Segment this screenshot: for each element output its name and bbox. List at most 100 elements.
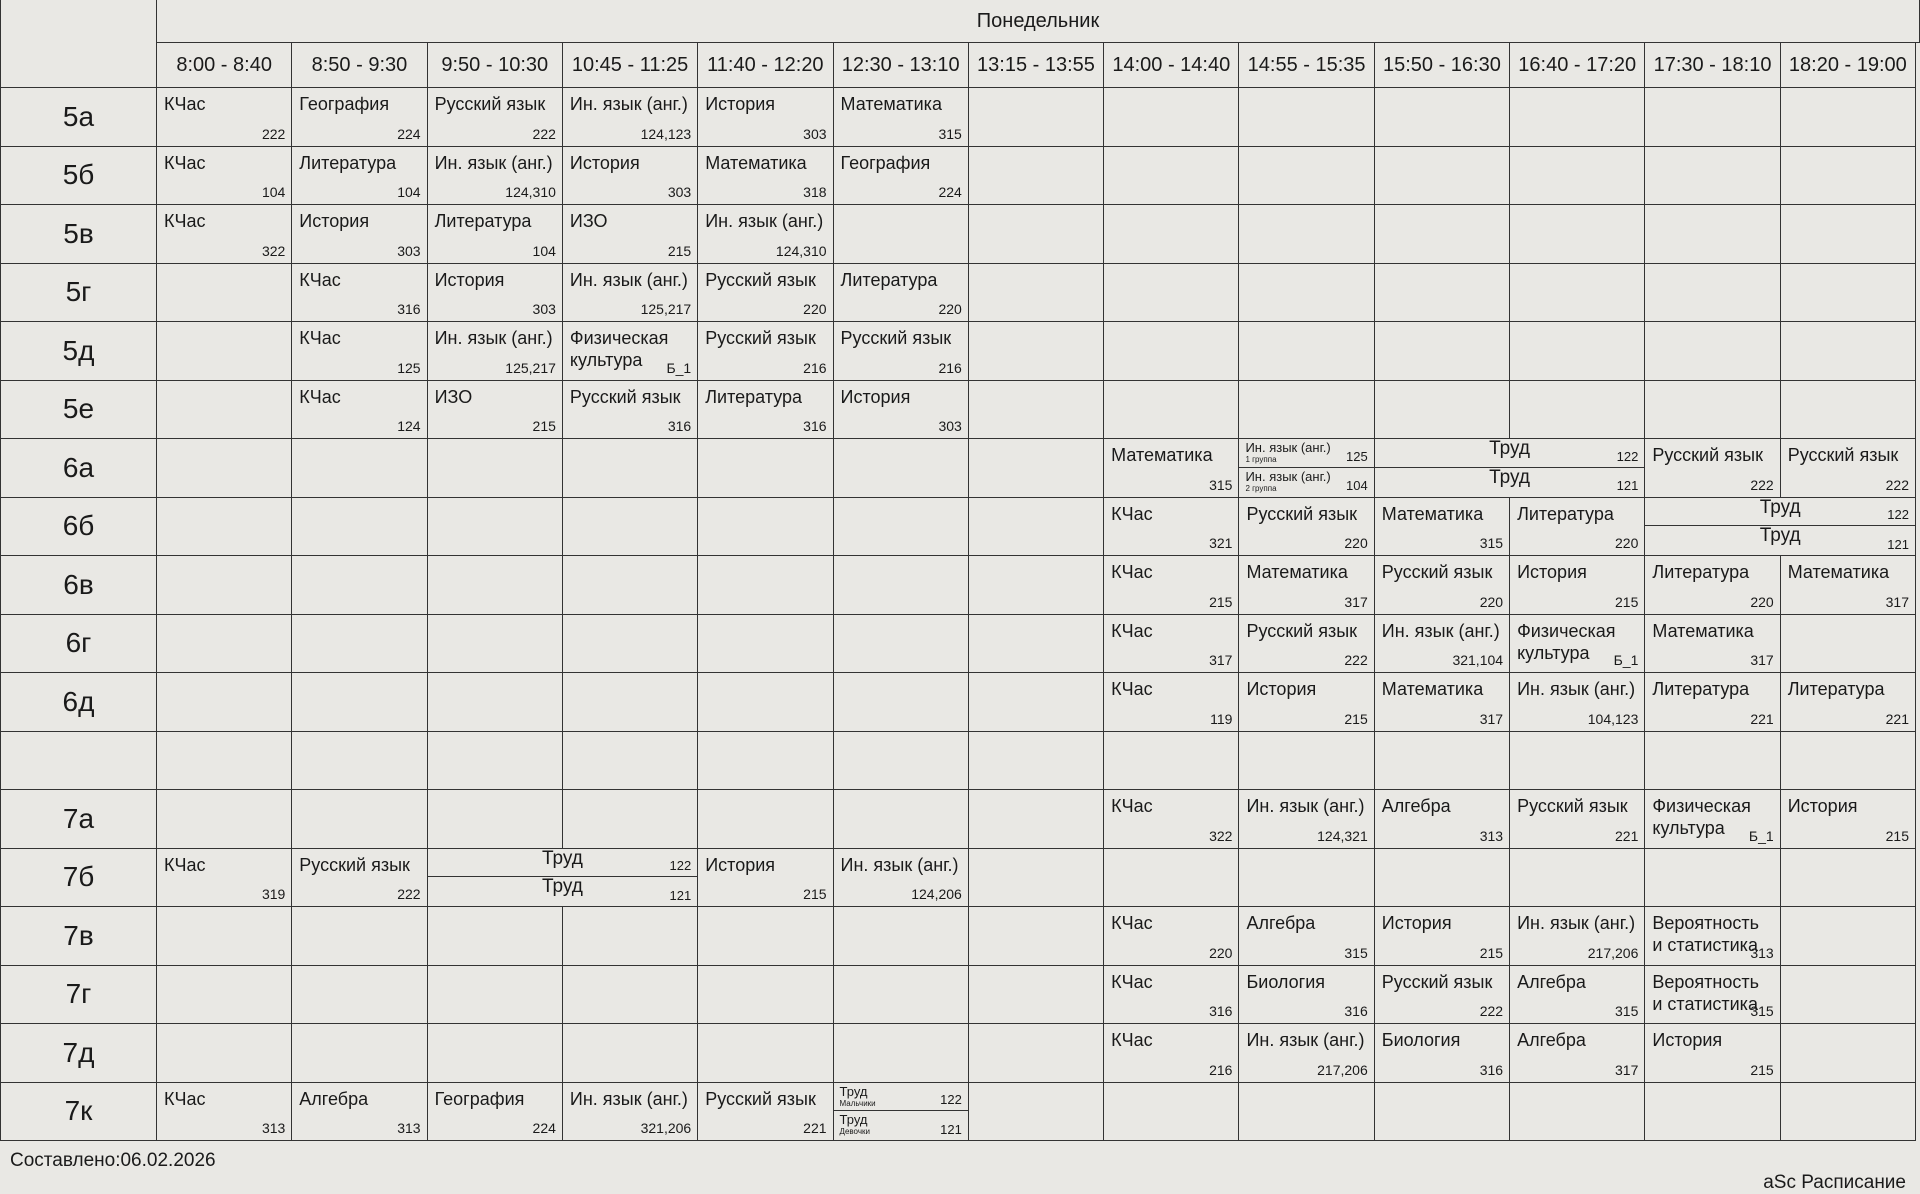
empty-cell (1510, 205, 1646, 264)
room: 215 (1209, 593, 1233, 610)
subject: КЧас (1111, 503, 1153, 524)
room: 124,310 (775, 242, 827, 259)
subject: КЧас (164, 1088, 206, 1109)
empty-cell (292, 556, 428, 615)
room: 316 (1479, 1061, 1504, 1078)
empty-cell (562, 556, 699, 615)
lesson: КЧас 317 (1104, 614, 1240, 673)
subject: Литература (705, 386, 803, 407)
empty-cell (1104, 263, 1240, 322)
time-header: 14:00 - 14:40 (1104, 43, 1240, 88)
room: 124,123 (640, 125, 692, 142)
empty-cell (833, 497, 969, 556)
subject: Русский язык (705, 1088, 816, 1109)
room: 125 (397, 359, 421, 376)
time-header: 13:15 - 13:55 (968, 43, 1105, 88)
empty-cell (1239, 205, 1375, 264)
lesson: КЧас 313 (157, 1082, 293, 1141)
subject: КЧас (164, 152, 206, 173)
empty-cell (833, 1024, 969, 1083)
subject: История (299, 211, 370, 231)
room: 104 (397, 184, 421, 200)
empty-cell (1239, 848, 1375, 907)
empty-cell (1104, 88, 1240, 147)
empty-cell (1780, 322, 1916, 381)
empty-cell (1780, 614, 1916, 673)
brand: aSc Расписание (1763, 1172, 1906, 1193)
class-label: 6б (0, 497, 157, 556)
empty-cell (157, 731, 293, 790)
subject: Русский язык (1517, 796, 1628, 816)
empty-cell (562, 439, 699, 498)
empty-cell (157, 965, 293, 1024)
room: 317 (1479, 710, 1504, 727)
lesson: Литература 221 (1645, 673, 1781, 732)
lesson: КЧас 215 (1104, 556, 1240, 615)
room: 303 (938, 418, 962, 434)
lesson: КЧас 322 (1104, 790, 1240, 849)
subject: Ин. язык (анг.) (840, 854, 959, 875)
subject: География (434, 1088, 525, 1109)
subject: Русский язык (1246, 503, 1358, 524)
empty-cell (427, 614, 563, 673)
subject: Ин. язык (анг.) (569, 94, 688, 114)
subject: Вероятность и статистика (1652, 913, 1759, 955)
class-label: 7в (0, 907, 157, 966)
room: 321,104 (1452, 652, 1504, 668)
empty-cell (292, 790, 428, 849)
room: 313 (1750, 944, 1774, 961)
group-subject-text: Труд (839, 1083, 868, 1099)
subject: Ин. язык (анг.) (1381, 620, 1500, 641)
subject: Русский язык (1787, 445, 1899, 465)
subject: Ин. язык (анг.) (569, 269, 688, 290)
empty-cell (1780, 263, 1916, 322)
empty-cell (427, 790, 563, 849)
lesson: Ин. язык (анг.) 217,206 (1239, 1024, 1375, 1083)
lesson: Алгебра 313 (292, 1082, 428, 1141)
lesson: Русский язык 216 (698, 322, 834, 381)
room: 316 (803, 418, 827, 434)
subject: Биология (1381, 1030, 1461, 1050)
subject: История (1787, 796, 1858, 816)
room: 321,206 (640, 1120, 692, 1136)
empty-cell (968, 731, 1105, 790)
subject: История (1381, 913, 1452, 933)
lesson: История 215 (1780, 790, 1916, 849)
subject: Ин. язык (анг.) (1517, 679, 1636, 699)
lesson: География 224 (292, 88, 428, 147)
class-label: 7а (0, 790, 157, 849)
group-room: 125 (1346, 448, 1368, 464)
subject: Математика (1652, 620, 1754, 641)
lesson: Биология 316 (1374, 1024, 1511, 1083)
subject: Математика (1111, 445, 1213, 465)
class-label: 6г (0, 614, 157, 673)
empty-cell (1510, 322, 1646, 381)
subject: Математика (1381, 503, 1484, 524)
lesson: КЧас 319 (157, 848, 293, 907)
lesson: Вероятность и статистика 315 (1645, 965, 1781, 1024)
empty-cell (1510, 146, 1646, 205)
lesson: Математика 315 (1374, 497, 1511, 556)
room: 124,206 (911, 886, 962, 902)
room: 322 (1209, 827, 1233, 844)
empty-cell (157, 614, 293, 673)
group-subject-text: Труд (839, 1112, 868, 1127)
empty-cell (968, 790, 1105, 849)
empty-cell (157, 1024, 293, 1083)
room: 222 (1750, 476, 1774, 493)
subject: КЧас (299, 386, 341, 407)
room: 315 (1344, 944, 1368, 961)
lesson: Алгебра 315 (1239, 907, 1375, 966)
lesson: Русский язык 220 (1239, 497, 1375, 556)
room: 221 (1615, 827, 1639, 844)
room: 220 (1209, 944, 1233, 961)
room: 303 (397, 242, 421, 259)
group-subject: Труд (1645, 526, 1915, 545)
time-header: 14:55 - 15:35 (1239, 43, 1375, 88)
room: 125,217 (640, 301, 692, 317)
group-subject-text: Труд (1489, 466, 1530, 488)
subject: Алгебра (299, 1088, 369, 1109)
empty-cell (1780, 146, 1916, 205)
subject: Математика (705, 152, 807, 173)
